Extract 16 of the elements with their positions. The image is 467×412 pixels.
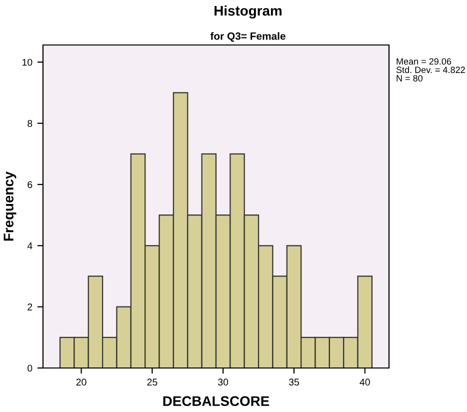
y-tick-label: 4: [27, 242, 32, 250]
x-tick-label: 30: [218, 378, 228, 386]
text: Mean = 29.06 Std. Dev. = 4.822 N = 80: [396, 58, 465, 82]
chart-subtitle: for Q3= Female: [210, 32, 286, 42]
x-tick-label: 40: [360, 378, 370, 386]
y-tick-label: 2: [28, 304, 32, 310]
y-tick-label: 10: [22, 58, 32, 66]
y-tick-label: 0: [28, 364, 32, 372]
y-axis-title: Frequency: [4, 171, 16, 241]
y-tick-label: 8: [28, 120, 32, 127]
x-axis-title: DECBALSCORE: [163, 396, 270, 406]
x-tick-label: 35: [288, 378, 299, 386]
chart-title: Histogram: [214, 5, 282, 19]
x-tick-label: 20: [76, 378, 86, 386]
y-tick-label: 6: [28, 181, 32, 188]
x-tick-label: 25: [147, 378, 158, 386]
